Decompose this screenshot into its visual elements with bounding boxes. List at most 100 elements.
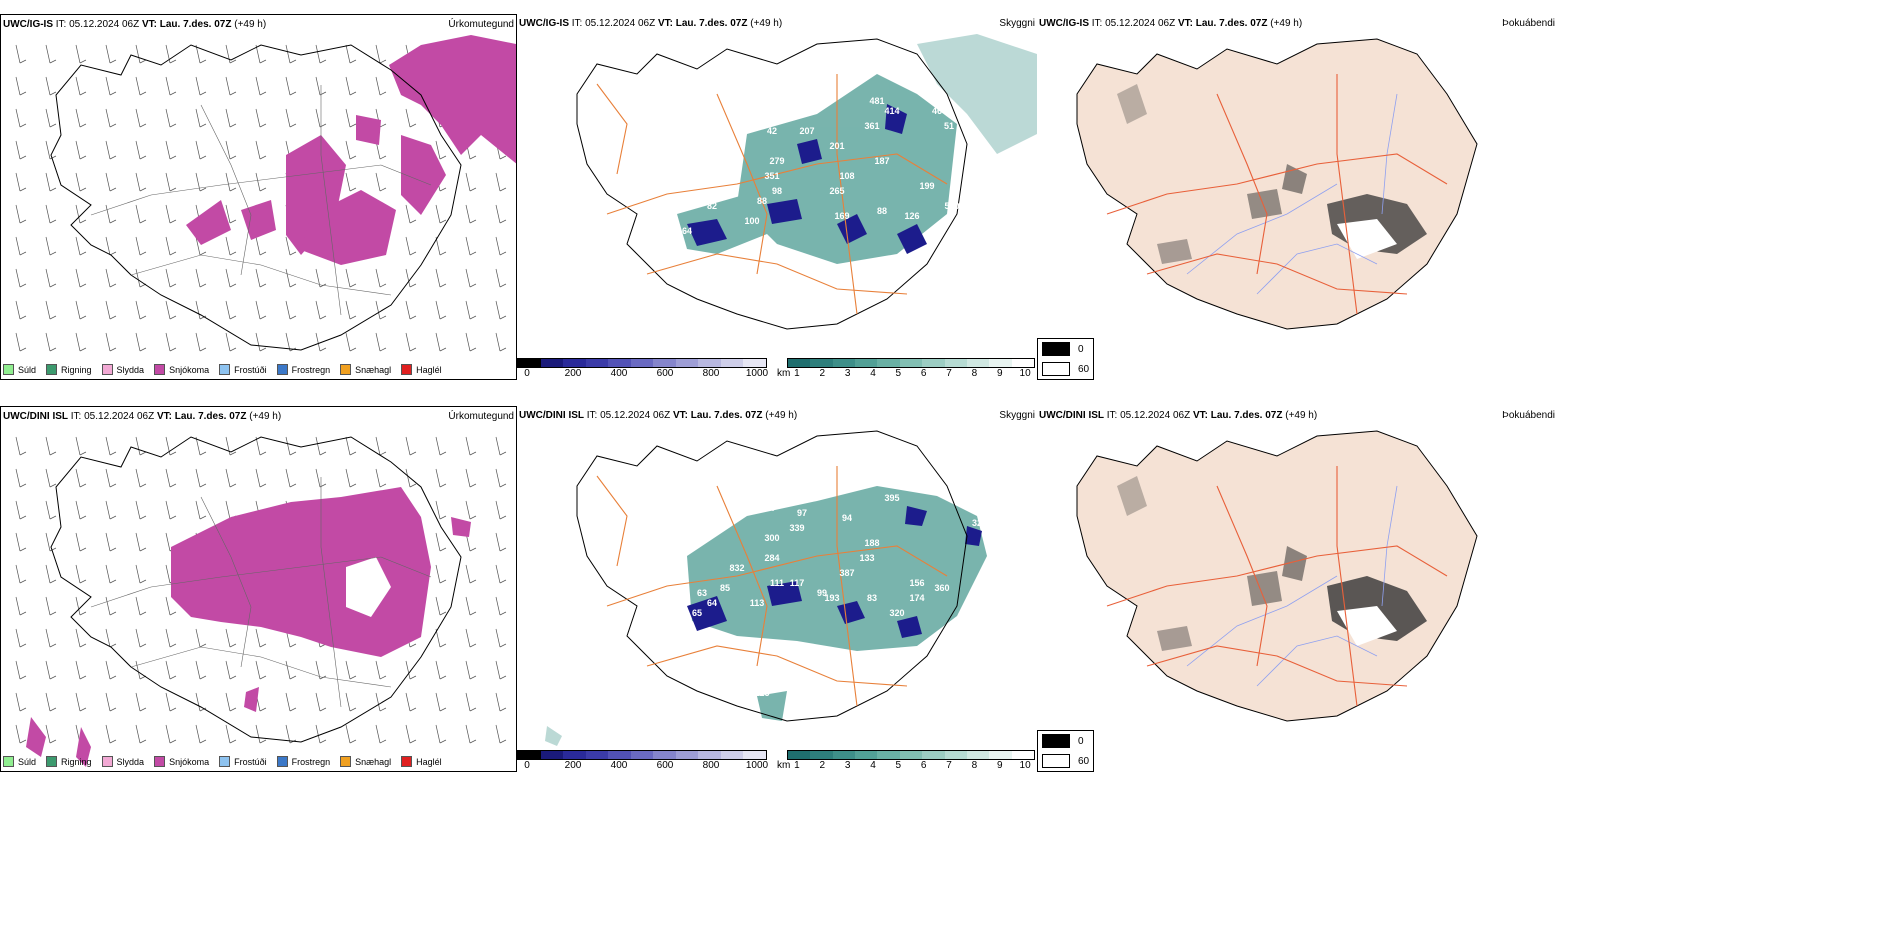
snow-gap — [346, 557, 391, 617]
cloud-base-value: 96 — [952, 488, 962, 498]
cloud-base-value: 97 — [797, 508, 807, 518]
colorbar-tick: 2 — [819, 760, 826, 771]
colorbar-tick: 5 — [895, 760, 902, 771]
legend-swatch — [154, 756, 166, 767]
legend-label: Súld — [18, 756, 37, 767]
legend-swatch — [219, 756, 231, 767]
colorbar-tick: 7 — [946, 760, 952, 771]
colorbar-tick: 800 — [702, 368, 720, 379]
panel-header: UWC/DINI ISL IT: 05.12.2024 06Z VT: Lau.… — [519, 410, 798, 421]
legend-label: Snjókoma — [169, 364, 210, 375]
cloud-base-value: 88 — [757, 196, 767, 206]
legend-swatch — [276, 756, 288, 767]
cloud-base-value: 42 — [767, 126, 777, 136]
cloud-base-value: 199 — [919, 181, 934, 191]
colorbar-cell — [832, 359, 856, 367]
iceland-outline — [576, 430, 968, 722]
colorbar-tick: 3 — [844, 760, 851, 771]
cloud-base-value: 63 — [697, 588, 707, 598]
colorbar-cell — [653, 359, 676, 367]
panel-title: Skyggni — [999, 18, 1035, 29]
fog-legend-swatch — [1042, 754, 1070, 768]
fog-legend-swatch — [1042, 362, 1070, 376]
cloud-base-value: 351 — [764, 171, 779, 181]
cloud-base-value: 133 — [859, 553, 874, 563]
legend-item: Frostregn — [276, 756, 330, 767]
cloud-base-value: 64 — [682, 226, 692, 236]
cloud-base-value: 189 — [774, 488, 789, 498]
colorbar-tick: 2 — [819, 368, 826, 379]
colorbar-cell — [810, 359, 833, 367]
colorbar-tick: 7 — [946, 368, 952, 379]
legend-item: Súld — [3, 756, 36, 767]
colorbar-tick: 4 — [870, 760, 876, 771]
legend-item: Rigning — [46, 364, 92, 375]
colorbar-tick: 1 — [794, 760, 800, 771]
colorbar-cell — [630, 359, 654, 367]
cloud-base-value: 201 — [829, 141, 844, 151]
legend-label: Súld — [18, 364, 37, 375]
colorbar-cell — [922, 751, 945, 759]
cloud-base-value: 169 — [834, 211, 849, 221]
fog-legend-row: 60 — [1038, 751, 1093, 771]
colorbar-cell — [630, 751, 654, 759]
visibility-colorbar: km 1 2 3 4 5 6 7 8 9 10 — [777, 750, 1035, 772]
cloud-base-value: 320 — [889, 608, 904, 618]
cloud-base-value: 570 — [944, 201, 959, 211]
cloud-base-value: 51 — [944, 121, 954, 131]
colorbar-tick: 8 — [971, 368, 978, 379]
colorbar-cell — [585, 359, 609, 367]
legend-swatch — [154, 364, 166, 375]
colorbar-tick: 10 — [1019, 760, 1031, 771]
colorbar-cell — [720, 359, 744, 367]
panel-header: UWC/IG-IS IT: 05.12.2024 06Z VT: Lau. 7.… — [519, 18, 783, 29]
colorbar-tick: 1000 — [745, 368, 769, 379]
colorbar-tick: 6 — [920, 368, 927, 379]
cloud-base-value: 126 — [904, 211, 919, 221]
legend-item: Haglél — [401, 364, 442, 375]
roads — [90, 477, 432, 708]
height-colorbar: m02004006008001000 — [517, 358, 769, 380]
colorbar-tick: 0 — [524, 760, 530, 771]
legend-item: Snæhagl — [340, 756, 391, 767]
legend-item: Frostúði — [219, 756, 267, 767]
cloud-base-value: 339 — [789, 523, 804, 533]
cloud-base-value: 94 — [842, 513, 852, 523]
fog-legend-label: 0 — [1078, 343, 1084, 355]
fog-legend: 0 60 — [1037, 730, 1095, 772]
cloud-base-value: 125 — [754, 688, 769, 698]
legend-label: Slydda — [116, 756, 145, 767]
panel-title: Skyggni — [999, 410, 1035, 421]
roads — [90, 85, 432, 316]
colorbar-tick: 600 — [656, 368, 674, 379]
colorbar-cell — [788, 751, 811, 759]
cloud-base-value: 83 — [867, 593, 877, 603]
cloud-base-value: 284 — [764, 553, 779, 563]
colorbar-cell — [877, 751, 900, 759]
legend-label: Haglél — [416, 756, 442, 767]
cloud-base-value: 387 — [839, 568, 854, 578]
legend-item: Snjókoma — [154, 756, 209, 767]
cloud-base-value: 481 — [869, 96, 884, 106]
cloud-base-value: 113 — [750, 598, 765, 608]
cloud-base-value: 414 — [884, 106, 899, 116]
cloud-base-value: 100 — [744, 216, 759, 226]
iceland-outline — [576, 38, 968, 330]
fog-legend-label: 60 — [1078, 363, 1090, 375]
colorbar-tick: 10 — [1019, 368, 1031, 379]
colorbar-tick: 600 — [656, 760, 674, 771]
colorbar-cell — [675, 751, 699, 759]
colorbar-cell — [563, 751, 586, 759]
colorbar-cell — [899, 751, 923, 759]
fog-panel-top: UWC/IG-IS IT: 05.12.2024 06Z VT: Lau. 7.… — [1037, 14, 1557, 380]
cloud-base-value: 474 — [879, 478, 894, 488]
legend-label: Frostregn — [291, 364, 331, 375]
cloud-base-value: 88 — [877, 206, 887, 216]
colorbar-tick: 200 — [564, 760, 582, 771]
low-cloud — [687, 104, 927, 254]
colorbar-tick: 5 — [895, 368, 902, 379]
colorbar-cell — [540, 751, 564, 759]
colorbar-cell — [720, 751, 744, 759]
colorbar-cell — [518, 751, 541, 759]
